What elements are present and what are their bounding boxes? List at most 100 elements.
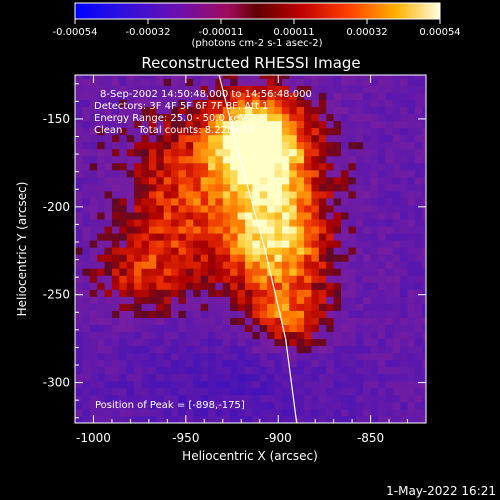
heatmap-cell <box>281 85 290 93</box>
heatmap-cell <box>385 226 394 234</box>
heatmap-cell <box>363 408 371 417</box>
heatmap-cell <box>200 141 209 150</box>
heatmap-cell <box>75 401 83 410</box>
heatmap-cell <box>333 78 342 86</box>
heatmap-cell <box>274 198 283 206</box>
heatmap-cell <box>193 373 202 382</box>
heatmap-cell <box>185 303 194 311</box>
heatmap-cell <box>281 289 290 297</box>
heatmap-cell <box>134 198 142 206</box>
heatmap-cell <box>281 359 290 368</box>
heatmap-cell <box>414 162 423 171</box>
heatmap-cell <box>326 162 335 171</box>
heatmap-cell <box>385 120 394 129</box>
heatmap-cell <box>252 219 261 227</box>
heatmap-cell <box>259 176 268 185</box>
heatmap-cell <box>222 275 231 283</box>
heatmap-cell <box>185 148 194 157</box>
heatmap-cell <box>274 127 283 136</box>
heatmap-cell <box>348 380 357 389</box>
heatmap-cell <box>97 99 105 108</box>
heatmap-cell <box>222 191 231 199</box>
heatmap-cell <box>178 212 187 220</box>
heatmap-cell <box>333 240 342 248</box>
heatmap-cell <box>237 310 246 318</box>
heatmap-cell <box>422 303 426 311</box>
heatmap-cell <box>104 261 113 269</box>
heatmap-cell <box>363 155 371 164</box>
heatmap-cell <box>274 155 283 164</box>
heatmap-cell <box>89 191 98 199</box>
heatmap-cell <box>185 338 194 347</box>
heatmap-cell <box>104 205 113 213</box>
heatmap-cell <box>156 183 165 192</box>
heatmap-cell <box>215 296 224 304</box>
heatmap-cell <box>208 415 216 423</box>
heatmap-cell <box>348 352 357 361</box>
heatmap-cell <box>222 289 231 297</box>
heatmap-cell <box>348 85 357 93</box>
heatmap-cell <box>163 345 172 354</box>
heatmap-cell <box>75 134 83 143</box>
heatmap-cell <box>193 254 202 262</box>
heatmap-cell <box>385 247 394 255</box>
heatmap-cell <box>385 373 394 382</box>
heatmap-cell <box>311 99 320 108</box>
heatmap-cell <box>385 408 394 417</box>
heatmap-cell <box>289 92 298 101</box>
heatmap-cell <box>111 331 120 340</box>
heatmap-cell <box>89 233 98 241</box>
heatmap-cell <box>244 317 253 325</box>
heatmap-cell <box>222 240 231 248</box>
heatmap-cell <box>355 191 364 199</box>
heatmap-cell <box>208 394 216 403</box>
heatmap-cell <box>274 162 283 171</box>
heatmap-cell <box>193 233 202 241</box>
heatmap-cell <box>348 282 357 290</box>
heatmap-cell <box>348 331 357 340</box>
heatmap-cell <box>363 162 371 171</box>
heatmap-cell <box>422 366 426 375</box>
heatmap-cell <box>97 176 105 185</box>
heatmap-cell <box>97 183 105 192</box>
heatmap-cell <box>215 345 224 354</box>
heatmap-cell <box>296 99 305 108</box>
heatmap-cell <box>392 183 401 192</box>
heatmap-cell <box>171 352 179 361</box>
heatmap-cell <box>252 127 261 136</box>
heatmap-cell <box>333 324 342 333</box>
heatmap-cell <box>422 331 426 340</box>
heatmap-cell <box>370 226 379 234</box>
heatmap-cell <box>267 198 275 206</box>
heatmap-cell <box>97 261 105 269</box>
heatmap-cell <box>237 212 246 220</box>
heatmap-cell <box>237 134 246 143</box>
heatmap-cell <box>281 380 290 389</box>
y-axis-label: Heliocentric Y (arcsec) <box>15 182 29 317</box>
heatmap-cell <box>304 324 312 333</box>
heatmap-cell <box>111 148 120 157</box>
heatmap-cell <box>237 408 246 417</box>
heatmap-cell <box>89 198 98 206</box>
heatmap-cell <box>370 78 379 86</box>
heatmap-cell <box>400 183 408 192</box>
heatmap-cell <box>385 75 394 79</box>
heatmap-cell <box>289 261 298 269</box>
heatmap-cell <box>97 134 105 143</box>
heatmap-cell <box>148 345 157 354</box>
heatmap-cell <box>134 345 142 354</box>
heatmap-cell <box>311 359 320 368</box>
heatmap-cell <box>252 134 261 143</box>
heatmap-cell <box>422 254 426 262</box>
heatmap-cell <box>252 415 261 423</box>
heatmap-cell <box>111 408 120 417</box>
heatmap-cell <box>148 289 157 297</box>
heatmap-cell <box>200 380 209 389</box>
heatmap-cell <box>193 317 202 325</box>
heatmap-cell <box>178 317 187 325</box>
heatmap-cell <box>407 401 416 410</box>
heatmap-cell <box>407 261 416 269</box>
heatmap-cell <box>104 394 113 403</box>
heatmap-cell <box>193 78 202 86</box>
heatmap-cell <box>333 120 342 129</box>
